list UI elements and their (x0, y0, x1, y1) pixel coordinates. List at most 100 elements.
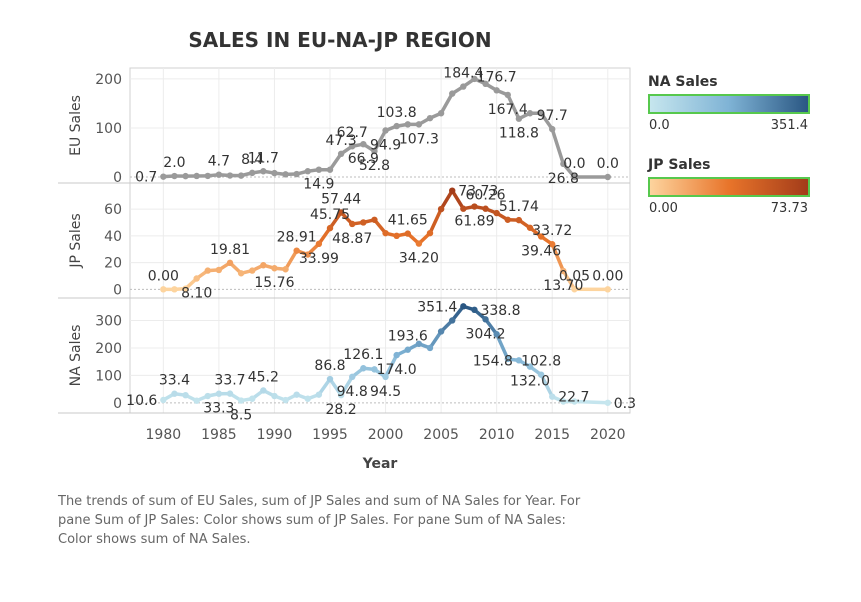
data-point (260, 168, 267, 175)
na-color-scale (648, 94, 810, 114)
data-point (382, 373, 389, 381)
y-tick-label: 100 (95, 368, 122, 384)
data-label: 41.65 (388, 213, 428, 229)
jp-legend-title: JP Sales (648, 157, 711, 173)
y-tick-label: 0 (113, 170, 122, 186)
data-label: 102.8 (521, 354, 561, 370)
data-label: 51.74 (499, 199, 539, 215)
data-point (160, 286, 167, 293)
data-point (404, 346, 411, 353)
data-label: 132.0 (510, 374, 550, 390)
data-label: 33.99 (299, 251, 339, 267)
data-point (415, 240, 423, 247)
data-point (471, 203, 478, 210)
data-point (326, 166, 334, 173)
data-point (360, 365, 367, 372)
series-line-segment (439, 91, 454, 115)
data-point (460, 205, 467, 212)
data-point (604, 286, 611, 293)
y-axis-label: EU Sales (68, 95, 84, 156)
data-point (349, 143, 356, 150)
data-point (404, 230, 411, 237)
data-label: 97.7 (537, 108, 568, 124)
data-point (171, 286, 178, 293)
data-point (493, 209, 500, 217)
data-label: 60.26 (466, 188, 506, 204)
data-label: 8.5 (230, 408, 252, 424)
data-label: 193.6 (388, 329, 428, 345)
data-point (393, 122, 400, 130)
data-label: 126.1 (343, 347, 383, 363)
na-legend-max: 351.4 (770, 118, 808, 133)
data-point (437, 328, 445, 335)
data-label: 0.7 (135, 170, 157, 186)
data-label: 34.20 (399, 251, 439, 267)
data-label: 8.4 (241, 152, 263, 168)
data-point (337, 150, 345, 158)
x-tick-label: 1985 (201, 427, 237, 443)
data-label: 28.2 (326, 402, 357, 418)
data-point (204, 392, 211, 400)
data-point (260, 262, 267, 269)
data-point (549, 241, 556, 248)
series-line-segment (550, 127, 566, 166)
data-label: 52.8 (359, 158, 390, 174)
data-point (282, 266, 289, 273)
data-label: 351.4 (417, 299, 457, 315)
data-point (282, 396, 289, 404)
data-point (560, 398, 567, 405)
data-point (437, 110, 445, 117)
data-label: 176.7 (477, 69, 517, 85)
na-legend-min: 0.0 (649, 118, 670, 133)
data-label: 48.87 (332, 231, 372, 247)
series-line-segment (450, 188, 466, 211)
y-tick-label: 100 (95, 121, 122, 137)
data-point (326, 375, 334, 383)
data-point (537, 110, 545, 117)
data-label: 0.3 (614, 396, 636, 412)
data-label: 184.4 (443, 66, 483, 82)
data-point (215, 171, 223, 178)
x-tick-label: 2005 (423, 427, 459, 443)
data-label: 118.8 (499, 126, 539, 142)
data-point (504, 91, 511, 99)
data-point (504, 216, 511, 223)
data-label: 94.5 (370, 384, 401, 400)
data-point (504, 355, 511, 363)
data-point (204, 267, 211, 274)
data-label: 62.7 (337, 125, 368, 141)
data-point (460, 303, 467, 310)
data-point (404, 121, 411, 128)
data-point (237, 397, 245, 404)
data-label: 107.3 (399, 131, 439, 147)
data-label: 26.8 (548, 171, 579, 187)
y-tick-label: 200 (95, 341, 122, 357)
x-tick-label: 1995 (312, 427, 348, 443)
data-point (471, 306, 478, 314)
series-line-segment (428, 329, 443, 350)
data-label: 11.7 (248, 150, 279, 166)
data-point (337, 391, 345, 399)
data-label: 39.46 (521, 244, 561, 260)
caption-line: Color shows sum of NA Sales. (58, 532, 251, 547)
data-point (437, 205, 445, 213)
series-line-segment (383, 353, 399, 379)
y-tick-label: 60 (104, 202, 122, 218)
data-point (371, 216, 378, 223)
series-line-segment (506, 93, 521, 121)
data-point (371, 366, 378, 373)
data-point (571, 173, 578, 181)
data-label: 94.9 (370, 137, 401, 153)
data-label: 2.0 (163, 155, 185, 171)
data-point (537, 371, 545, 378)
y-tick-label: 0 (113, 396, 122, 412)
data-label: 174.0 (377, 362, 417, 378)
data-label: 33.72 (532, 223, 572, 239)
data-point (193, 172, 200, 180)
data-label: 0.0 (563, 156, 585, 172)
data-label: 45.75 (310, 207, 350, 223)
data-point (215, 390, 223, 397)
series-line-segment (561, 269, 577, 292)
data-point (382, 127, 389, 134)
series-line-segment (572, 399, 610, 405)
